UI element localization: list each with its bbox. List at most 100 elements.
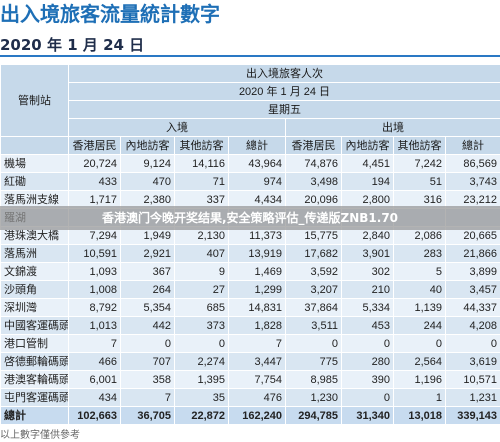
table-cell: 10,571 — [445, 370, 500, 389]
total-row: 總計 102,663 36,705 22,872 162,240 294,785 31,34… — [0, 406, 500, 425]
table-cell: 17,682 — [285, 244, 342, 263]
table-cell: 339,143 — [445, 406, 500, 425]
table-cell: 1,013 — [68, 316, 121, 335]
table-cell: 43,964 — [228, 154, 286, 173]
table-cell: 8,985 — [285, 370, 342, 389]
table-row: 沙頭角 1,008 264 27 1,299 3,207 210 40 3,457 — [0, 280, 500, 299]
table-cell: 2,130 — [174, 226, 229, 245]
table-cell: 974 — [228, 172, 286, 191]
station-name: 文錦渡 — [0, 262, 69, 281]
table-cell: 476 — [228, 388, 286, 407]
station-name: 港口管制 — [0, 334, 69, 353]
table-cell: 434 — [68, 388, 121, 407]
table-cell: 13,919 — [228, 244, 286, 263]
table-cell: 1,230 — [285, 388, 342, 407]
station-name: 總計 — [0, 406, 69, 425]
table-cell: 1,395 — [174, 370, 229, 389]
subheader-departure-mainland-visitors: 內地訪客 — [341, 136, 394, 155]
table-cell: 1,469 — [228, 262, 286, 281]
table-row: 紅磡 433 470 71 974 3,498 194 51 3,743 — [0, 172, 500, 191]
table-cell: 7,242 — [393, 154, 446, 173]
table-cell: 40 — [393, 280, 446, 299]
table-cell: 1,139 — [393, 298, 446, 317]
table-cell: 86,569 — [445, 154, 500, 173]
table-cell: 21,866 — [445, 244, 500, 263]
table-cell: 3,743 — [445, 172, 500, 191]
subheader-arrival-other-visitors: 其他訪客 — [174, 136, 229, 155]
table-cell: 7 — [120, 388, 175, 407]
table-cell: 20,724 — [68, 154, 121, 173]
table-cell: 194 — [341, 172, 394, 191]
table-cell: 1,231 — [445, 388, 500, 407]
table-cell: 3,901 — [341, 244, 394, 263]
table-cell: 14,831 — [228, 298, 286, 317]
table-cell: 1,093 — [68, 262, 121, 281]
station-name: 中國客運碼頭 — [0, 316, 69, 335]
table-cell: 4,451 — [341, 154, 394, 173]
table-cell: 244 — [393, 316, 446, 335]
report-date: 2020 年 1 月 24 日 — [0, 36, 145, 54]
table-row: 文錦渡 1,093 367 9 1,469 3,592 302 5 3,899 — [0, 262, 500, 281]
table-cell: 0 — [174, 334, 229, 353]
station-subheader-spacer — [0, 136, 69, 155]
table-cell: 36,705 — [120, 406, 175, 425]
table-cell: 2,380 — [120, 190, 175, 209]
table-cell: 4,434 — [228, 190, 286, 209]
table-cell: 775 — [285, 352, 342, 371]
table-cell: 4,208 — [445, 316, 500, 335]
station-name: 沙頭角 — [0, 280, 69, 299]
table-cell: 102,663 — [68, 406, 121, 425]
table-cell: 3,207 — [285, 280, 342, 299]
table-cell: 294,785 — [285, 406, 342, 425]
table-cell: 23,212 — [445, 190, 500, 209]
table-cell: 2,564 — [393, 352, 446, 371]
table-cell: 7 — [228, 334, 286, 353]
table-cell: 20,096 — [285, 190, 342, 209]
table-cell: 10,591 — [68, 244, 121, 263]
table-cell: 5 — [393, 262, 446, 281]
table-cell: 1,299 — [228, 280, 286, 299]
table-row: 落馬洲 10,591 2,921 407 13,919 17,682 3,901 283 21,… — [0, 244, 500, 263]
table-cell: 0 — [285, 334, 342, 353]
table-cell: 15,775 — [285, 226, 342, 245]
table-cell: 8,792 — [68, 298, 121, 317]
table-cell: 0 — [445, 334, 500, 353]
table-cell: 35 — [174, 388, 229, 407]
table-cell: 1,828 — [228, 316, 286, 335]
table-cell: 407 — [174, 244, 229, 263]
table-cell: 3,511 — [285, 316, 342, 335]
station-name: 機場 — [0, 154, 69, 173]
station-name: 港澳客輪碼頭 — [0, 370, 69, 389]
station-column-header: 管制站 — [0, 64, 69, 137]
table-row: 屯門客運碼頭 434 7 35 476 1,230 0 1 1,231 — [0, 388, 500, 407]
table-cell: 14,116 — [174, 154, 229, 173]
table-cell: 9 — [174, 262, 229, 281]
departure-header: 出境 — [285, 118, 500, 137]
table-cell: 0 — [341, 388, 394, 407]
table-cell: 433 — [68, 172, 121, 191]
subheader-departure-other-visitors: 其他訪客 — [393, 136, 446, 155]
station-name: 啓德郵輪碼頭 — [0, 352, 69, 371]
table-row: 中國客運碼頭 1,013 442 373 1,828 3,511 453 244 4,208 — [0, 316, 500, 335]
date-divider — [0, 55, 500, 57]
table-cell: 264 — [120, 280, 175, 299]
footnote: 以上數字僅供參考 — [0, 430, 80, 441]
table-cell: 280 — [341, 352, 394, 371]
table-cell: 37,864 — [285, 298, 342, 317]
table-cell: 2,274 — [174, 352, 229, 371]
station-name: 紅磡 — [0, 172, 69, 191]
table-cell: 0 — [120, 334, 175, 353]
page-title: 出入境旅客流量統計數字 — [0, 2, 220, 26]
table-cell: 470 — [120, 172, 175, 191]
table-row: 啓德郵輪碼頭 466 707 2,274 3,447 775 280 2,564 3,619 — [0, 352, 500, 371]
weekday-header: 星期五 — [68, 100, 500, 119]
subheader-departure-hk-residents: 香港居民 — [285, 136, 342, 155]
table-cell: 1 — [393, 388, 446, 407]
subheader-arrival-hk-residents: 香港居民 — [68, 136, 121, 155]
table-cell: 2,921 — [120, 244, 175, 263]
table-cell: 3,498 — [285, 172, 342, 191]
table-cell: 373 — [174, 316, 229, 335]
table-cell: 22,872 — [174, 406, 229, 425]
table-cell: 31,340 — [341, 406, 394, 425]
table-cell: 302 — [341, 262, 394, 281]
